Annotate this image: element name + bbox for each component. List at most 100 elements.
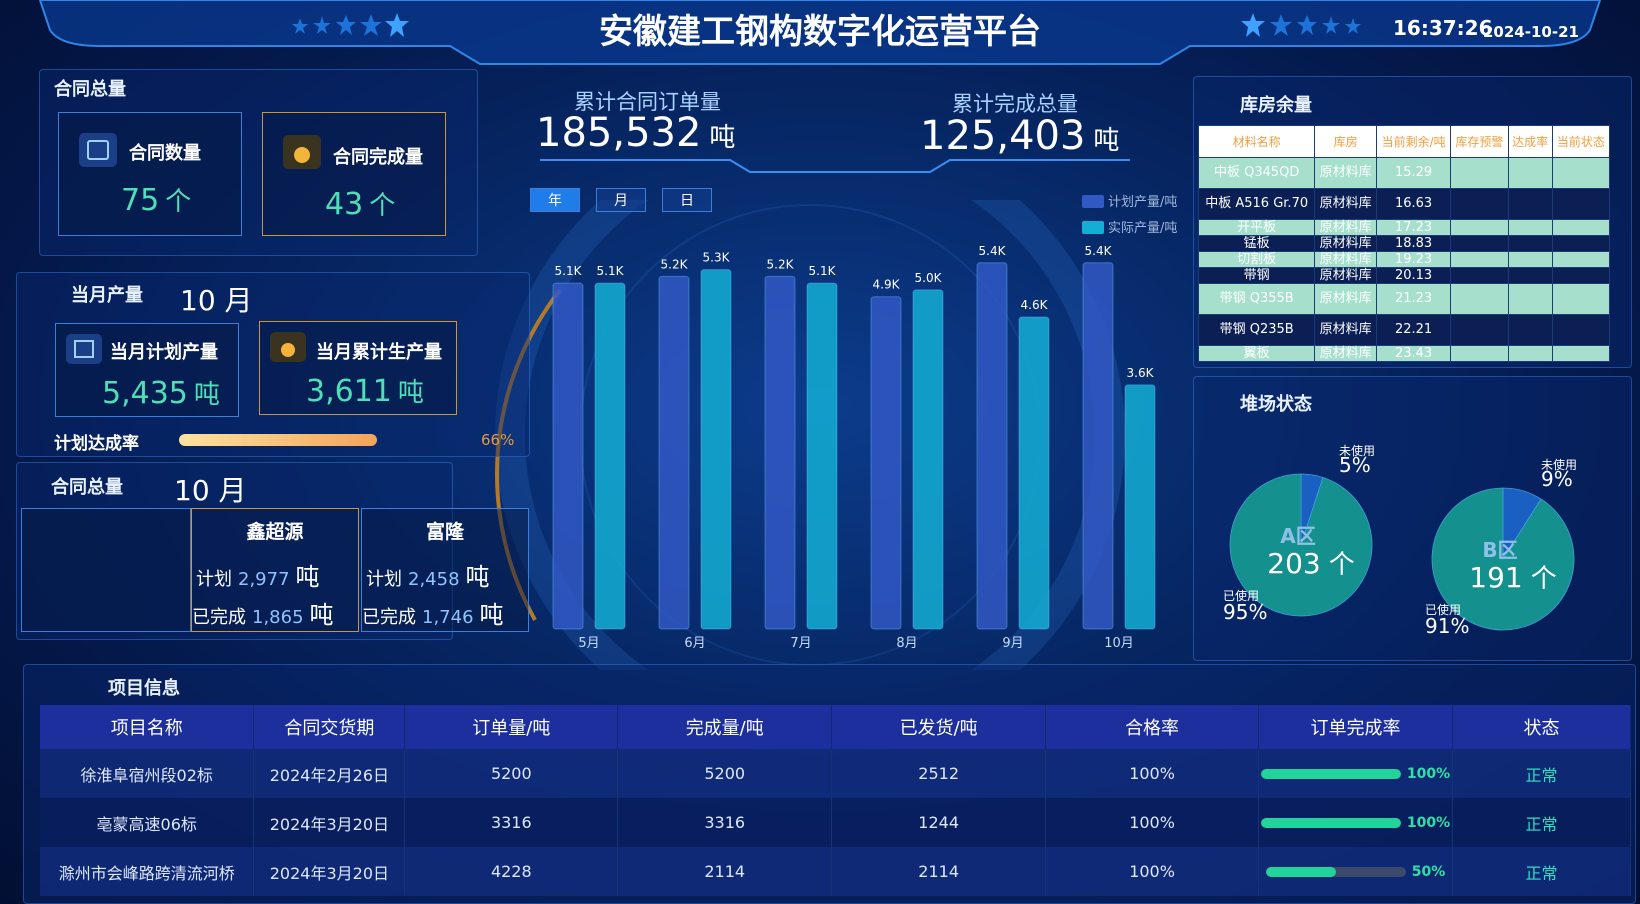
empty-cell: [1507, 345, 1553, 362]
done-total: 125,403 吨: [920, 113, 1119, 159]
cell: 2024年2月26日: [253, 749, 406, 798]
star: [1297, 15, 1317, 35]
column-header: 当前剩余/吨: [1375, 125, 1452, 158]
cell: 徐淮阜宿州段02标: [40, 749, 255, 798]
cell: 亳蒙高速06标: [40, 798, 255, 847]
empty-cell: [1450, 314, 1509, 346]
slice-label: 未使用: [1339, 443, 1375, 458]
cell: 100%: [1045, 798, 1260, 847]
star: [1322, 16, 1340, 34]
slice-value: 5%: [1339, 453, 1371, 477]
actual-card: 当月累计生产量 3,611 吨: [259, 321, 457, 415]
projects-table: 项目名称 合同交货期 订单量/吨 完成量/吨 已发货/吨 合格率 订单完成率 状态 徐淮阜宿州段…: [40, 705, 1631, 896]
star: [1345, 18, 1361, 34]
value: 75: [121, 183, 160, 218]
value: 185,532: [536, 110, 702, 156]
star: [360, 14, 382, 36]
card-value: 3,611 吨: [306, 372, 424, 409]
cell: 2024年3月20日: [253, 847, 406, 896]
time-tab[interactable]: 年: [530, 188, 580, 212]
icon-shape: [294, 147, 310, 163]
month: 10 月: [180, 284, 253, 317]
cell: 20.13: [1375, 267, 1452, 284]
empty-cell: [1507, 267, 1553, 284]
card-value: 43 个: [325, 185, 395, 222]
bar: [1082, 262, 1114, 630]
completion: 50%: [1260, 864, 1451, 880]
star: [313, 16, 331, 34]
inventory-row: 切割板 原材料库 19.23: [1197, 251, 1611, 268]
contract-count-card: 合同数量 75 个: [58, 112, 242, 236]
inventory-row: 带钢 Q235B 原材料库 22.21: [1197, 314, 1611, 346]
cell: 18.83: [1375, 235, 1452, 252]
supplier-card: 富隆 计划 2,458 吨已完成 1,746 吨: [361, 508, 529, 632]
value: 3,611: [306, 374, 392, 409]
area-count: 191 个: [1469, 561, 1556, 594]
plan-row: 计划 2,458 吨: [366, 557, 490, 592]
cell: 切割板: [1197, 251, 1316, 268]
stars-left: [292, 13, 409, 37]
bar: [1018, 316, 1050, 630]
data-label: 4.6K: [1021, 298, 1049, 312]
status: 正常: [1452, 798, 1631, 847]
data-label: 5.2K: [661, 257, 689, 271]
cell: 中板 Q345QD: [1197, 157, 1316, 189]
x-tick-label: 8月: [896, 636, 917, 651]
card-value: 75 个: [121, 181, 191, 218]
value: 43: [325, 187, 364, 222]
column-header: 库存预警: [1450, 125, 1509, 158]
slice-value: 95%: [1223, 600, 1267, 624]
time-tab[interactable]: 日: [662, 188, 712, 212]
completion-label: 100%: [1406, 814, 1451, 831]
bar: [1124, 384, 1156, 630]
empty-cell: [1450, 157, 1509, 189]
cell: 锰板: [1197, 235, 1316, 252]
card-label: 当月累计生产量: [316, 342, 442, 363]
unit: 吨: [295, 563, 320, 591]
completion-fill: [1265, 866, 1336, 877]
cell: 带钢 Q355B: [1197, 283, 1316, 315]
column-header: 完成量/吨: [617, 705, 833, 749]
cell: 100%: [1045, 749, 1260, 798]
panel-title: 当月产量: [71, 285, 143, 306]
completion-cell: 50%: [1258, 847, 1454, 896]
suppliers-panel: 合同总量 10 月 鑫超源 计划 2,977 吨已完成 1,865 吨富隆 计划 2,458 吨…: [16, 462, 529, 640]
header-row: 项目名称 合同交货期 订单量/吨 完成量/吨 已发货/吨 合格率 订单完成率 状态: [40, 705, 1631, 749]
cell: 开平板: [1197, 219, 1316, 236]
completion-track: [1260, 817, 1401, 828]
star: [336, 15, 356, 35]
cell: 2114: [831, 847, 1047, 896]
tabs: 年月日: [530, 188, 712, 212]
label: 计划: [196, 569, 232, 590]
inventory-row: 翼板 原材料库 23.43: [1197, 345, 1611, 362]
slice-label: 未使用: [1541, 457, 1577, 472]
completion: 100%: [1260, 815, 1451, 831]
status: 正常: [1452, 847, 1631, 896]
icon-shape: [87, 140, 109, 160]
column-header: 库房: [1314, 125, 1377, 158]
cell: 1244: [831, 798, 1047, 847]
inventory-row: 带钢 原材料库 20.13: [1197, 267, 1611, 284]
column-header: 项目名称: [40, 705, 255, 749]
contracts-panel: 合同总量 合同数量 75 个 合同完成量 43 个: [39, 69, 478, 256]
slice-value: 9%: [1541, 467, 1573, 491]
cell: 原材料库: [1314, 267, 1377, 284]
data-label: 4.9K: [873, 278, 901, 292]
bar: [700, 269, 732, 630]
month: 10 月: [174, 474, 247, 507]
project-row: 亳蒙高速06标 2024年3月20日 3316 3316 1244 100% 100% 正常: [40, 798, 1631, 847]
value: 2,977: [238, 569, 290, 590]
cell: 21.23: [1375, 283, 1452, 315]
empty-cell: [1551, 267, 1611, 284]
star: [385, 13, 409, 37]
sun-icon: [270, 332, 306, 362]
time-tab[interactable]: 月: [596, 188, 646, 212]
bar: [912, 289, 944, 630]
inventory-row: 带钢 Q355B 原材料库 21.23: [1197, 283, 1611, 315]
empty-cell: [1507, 235, 1553, 252]
empty-cell: [1551, 283, 1611, 315]
x-tick-label: 10月: [1104, 636, 1134, 651]
panel-title: 项目信息: [108, 678, 180, 699]
inventory-row: 中板 Q345QD 原材料库 15.29: [1197, 157, 1611, 189]
